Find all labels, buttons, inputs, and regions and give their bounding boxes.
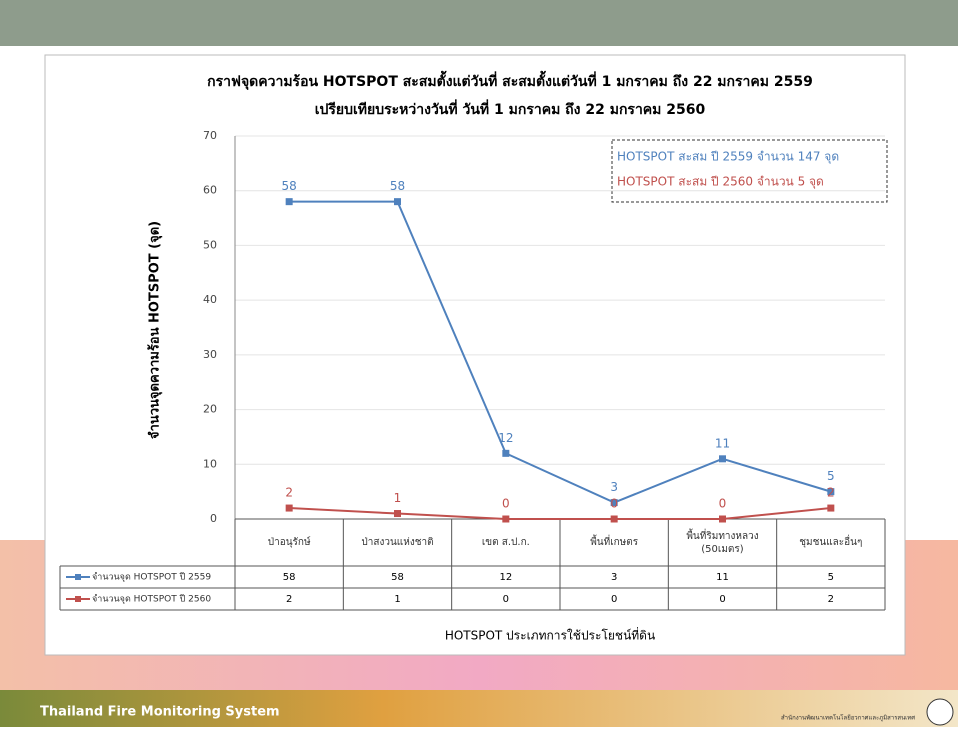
- table-cell: 58: [283, 572, 296, 583]
- x-tick-label: พื้นที่ริมทางหลวง (50เมตร): [686, 530, 759, 555]
- table-cell: 1: [394, 594, 400, 605]
- x-tick-label: ป่าสงวนแห่งชาติ: [361, 537, 434, 548]
- y-axis-label: จำนวนจุดความร้อน HOTSPOT (จุด): [147, 221, 163, 439]
- y-tick-label: 70: [203, 129, 217, 142]
- x-tick-label-box: พื้นที่เกษตร: [590, 537, 639, 548]
- y-tick-label: 50: [203, 238, 217, 251]
- note: HOTSPOT สะสม ปี 2559 จำนวน 147 จุด: [617, 150, 839, 165]
- point: [394, 510, 401, 518]
- point: [719, 515, 726, 523]
- logo: [926, 698, 954, 726]
- point: [285, 504, 293, 512]
- x-tick-label-box: ป่าอนุรักษ์: [267, 537, 311, 548]
- legend-marker: [75, 596, 81, 602]
- table-cell: 2: [828, 594, 834, 605]
- x-tick-label: เขต ส.ป.ก.: [481, 537, 530, 548]
- legend-label: จำนวนจุด HOTSPOT ปี 2559: [92, 572, 211, 583]
- note-box: [611, 139, 888, 203]
- chart-subtitle: เปรียบเทียบระหว่างวันที่ วันที่ 1 มกราคม…: [315, 99, 706, 118]
- data-label: 0: [502, 497, 510, 511]
- x-tick-label-box: พื้นที่ริมทางหลวง (50เมตร): [686, 530, 759, 555]
- top-banner: [0, 0, 958, 46]
- legend-marker: [75, 574, 81, 580]
- x-tick-label-box: ชุมชนและอื่นๆ: [799, 537, 863, 548]
- x-tick-label: ป่าอนุรักษ์: [267, 537, 311, 548]
- x-axis-label: HOTSPOT ประเภทการใช้ประโยชน์ที่ดิน: [445, 627, 655, 643]
- point: [719, 455, 726, 463]
- point: [827, 504, 835, 512]
- point: [285, 198, 293, 206]
- point: [610, 499, 618, 507]
- y-tick-label: 20: [203, 403, 217, 416]
- y-tick-label: 40: [203, 293, 217, 306]
- table-cell: 2: [286, 594, 292, 605]
- point: [610, 515, 618, 523]
- point: [502, 515, 510, 523]
- y-tick-label: 10: [203, 457, 217, 470]
- x-tick-label: พื้นที่เกษตร: [590, 537, 639, 548]
- data-label: 11: [715, 436, 730, 450]
- data-label: 0: [610, 497, 618, 511]
- point: [827, 488, 835, 496]
- footer-bar: [0, 690, 958, 727]
- table-cell: 0: [719, 594, 725, 605]
- chart-title: กราฟจุดความร้อน HOTSPOT สะสมตั้งแต่วันที…: [207, 70, 813, 90]
- data-label: 5: [827, 469, 835, 483]
- data-label: 12: [498, 431, 513, 445]
- data-label: 0: [719, 497, 727, 511]
- data-label: 1: [394, 491, 402, 505]
- point: [502, 449, 510, 457]
- table-cell: 0: [611, 594, 617, 605]
- y-tick-label: 60: [203, 184, 217, 197]
- table-cell: 5: [828, 572, 834, 583]
- data-label: 58: [390, 179, 405, 193]
- table-cell: 0: [503, 594, 509, 605]
- x-tick-label: ชุมชนและอื่นๆ: [799, 537, 863, 548]
- x-tick-label-box: ป่าสงวนแห่งชาติ: [361, 537, 434, 548]
- x-tick-label-box: เขต ส.ป.ก.: [481, 537, 530, 548]
- footer-org: สำนักงานพัฒนาเทคโนโลยีอวกาศและภูมิสารสนเ…: [781, 714, 915, 722]
- point: [394, 198, 401, 206]
- data-label: 58: [282, 179, 297, 193]
- data-label: 2: [827, 486, 835, 500]
- table-cell: 11: [716, 572, 729, 583]
- table-cell: 3: [611, 572, 617, 583]
- legend-label: จำนวนจุด HOTSPOT ปี 2560: [92, 594, 211, 605]
- y-tick-label: 0: [210, 512, 217, 525]
- series-line: [289, 507, 831, 520]
- data-label: 3: [610, 480, 618, 494]
- y-tick-label: 30: [203, 348, 217, 361]
- data-label: 2: [285, 486, 293, 500]
- note: HOTSPOT สะสม ปี 2560 จำนวน 5 จุด: [617, 175, 824, 190]
- series-line: [289, 200, 832, 504]
- footer-brand: Thailand Fire Monitoring System: [40, 705, 280, 720]
- table-cell: 12: [499, 572, 512, 583]
- table-cell: 58: [391, 572, 404, 583]
